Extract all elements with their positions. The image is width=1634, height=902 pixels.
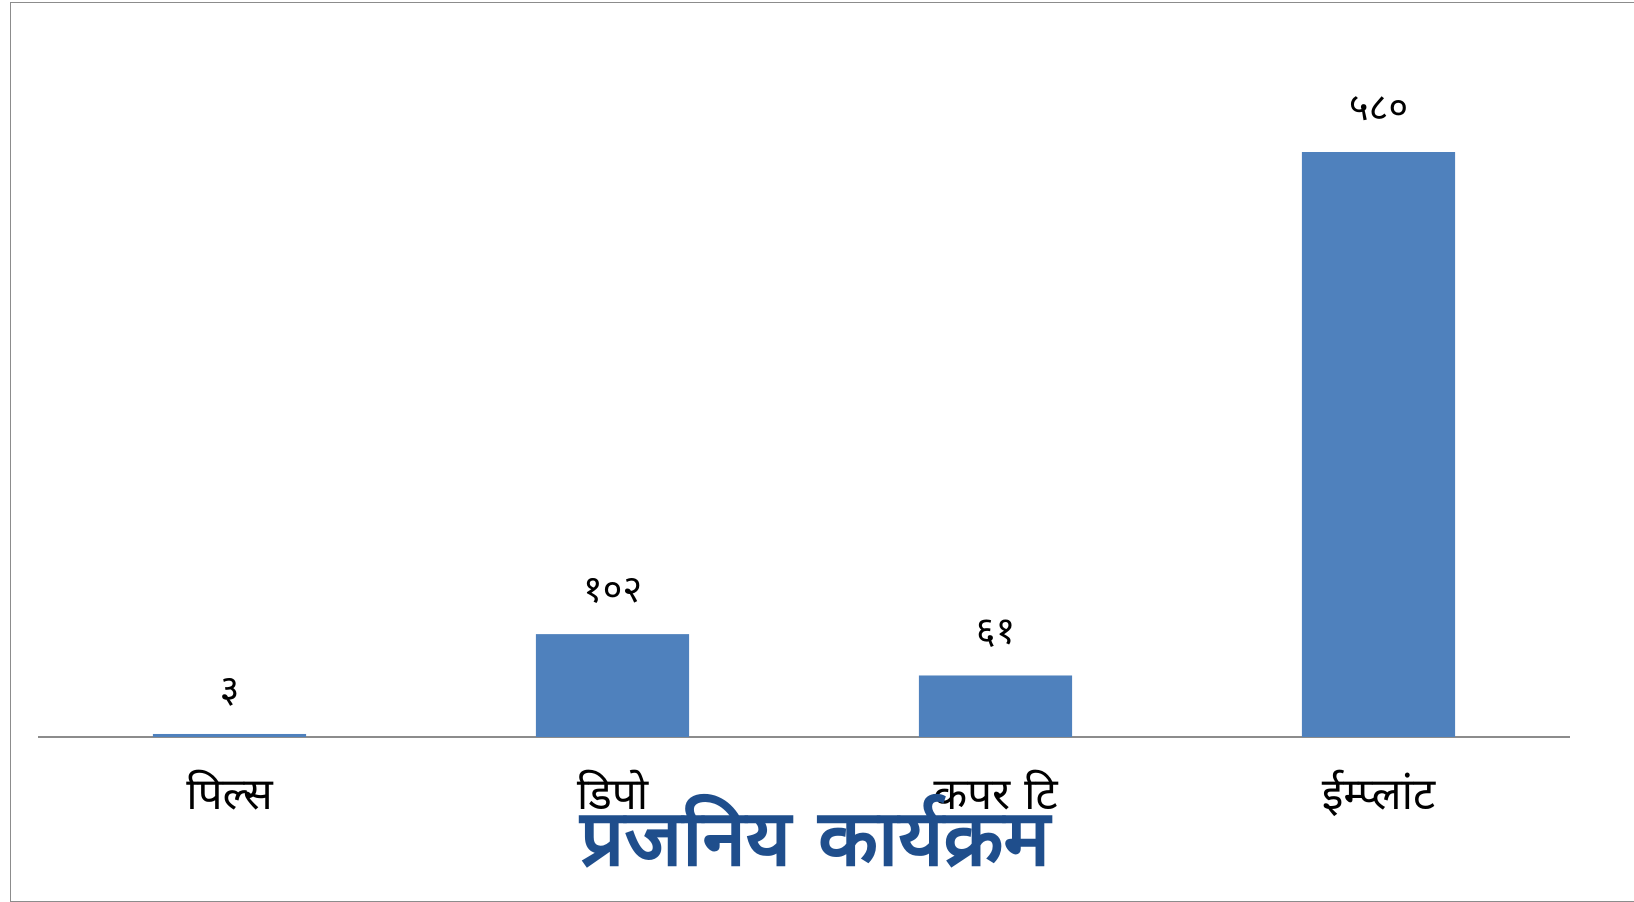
slide-title-partial: प्रजनिय कार्यक्रम	[580, 794, 1051, 884]
bar-chart: ३ १०२ ६१ ५८० पिल्स डिपो कपर टि ईम्प्लांट	[38, 85, 1570, 820]
category-label-3: कपर टि	[933, 769, 1058, 820]
category-label-4: ईम्प्लांट	[1322, 769, 1436, 820]
category-label-1: पिल्स	[186, 769, 274, 820]
data-label-1: ३	[220, 667, 240, 711]
bar-3	[918, 675, 1073, 737]
data-label-2: १०२	[583, 567, 642, 611]
data-label-4: ५८०	[1349, 85, 1408, 129]
bar-4	[1301, 152, 1456, 737]
category-label-2: डिपो	[577, 769, 650, 820]
bars-group	[152, 152, 1456, 737]
bar-1	[152, 733, 307, 737]
data-labels-group: ३ १०२ ६१ ५८०	[220, 85, 1409, 711]
category-labels-group: पिल्स डिपो कपर टि ईम्प्लांट	[186, 769, 1436, 820]
bar-2	[535, 634, 690, 737]
data-label-3: ६१	[976, 608, 1016, 652]
